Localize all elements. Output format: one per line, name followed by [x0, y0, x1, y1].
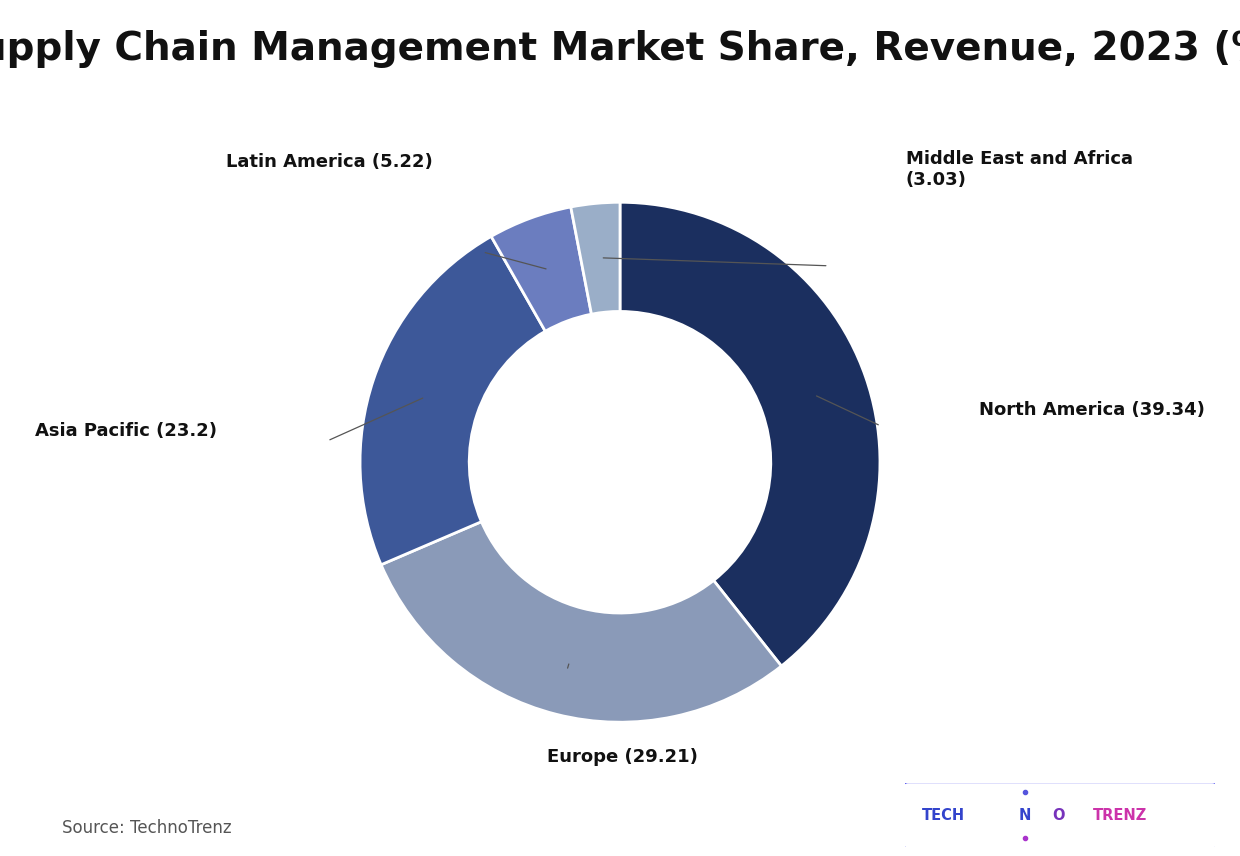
- Text: Latin America (5.22): Latin America (5.22): [226, 153, 433, 171]
- Wedge shape: [620, 202, 880, 666]
- Wedge shape: [570, 202, 620, 314]
- Text: North America (39.34): North America (39.34): [978, 401, 1204, 419]
- Text: O: O: [1053, 808, 1065, 823]
- Text: Supply Chain Management Market Share, Revenue, 2023 (%): Supply Chain Management Market Share, Re…: [0, 30, 1240, 68]
- Text: N: N: [1018, 808, 1030, 823]
- Wedge shape: [360, 236, 546, 565]
- Text: Europe (29.21): Europe (29.21): [547, 748, 698, 766]
- Text: TRENZ: TRENZ: [1092, 808, 1147, 823]
- Text: Source: TechnoTrenz: Source: TechnoTrenz: [62, 819, 232, 837]
- Text: TECH: TECH: [923, 808, 966, 823]
- Text: Asia Pacific (23.2): Asia Pacific (23.2): [35, 422, 217, 440]
- Wedge shape: [491, 207, 591, 331]
- Wedge shape: [381, 521, 781, 722]
- Text: Middle East and Africa
(3.03): Middle East and Africa (3.03): [906, 151, 1133, 189]
